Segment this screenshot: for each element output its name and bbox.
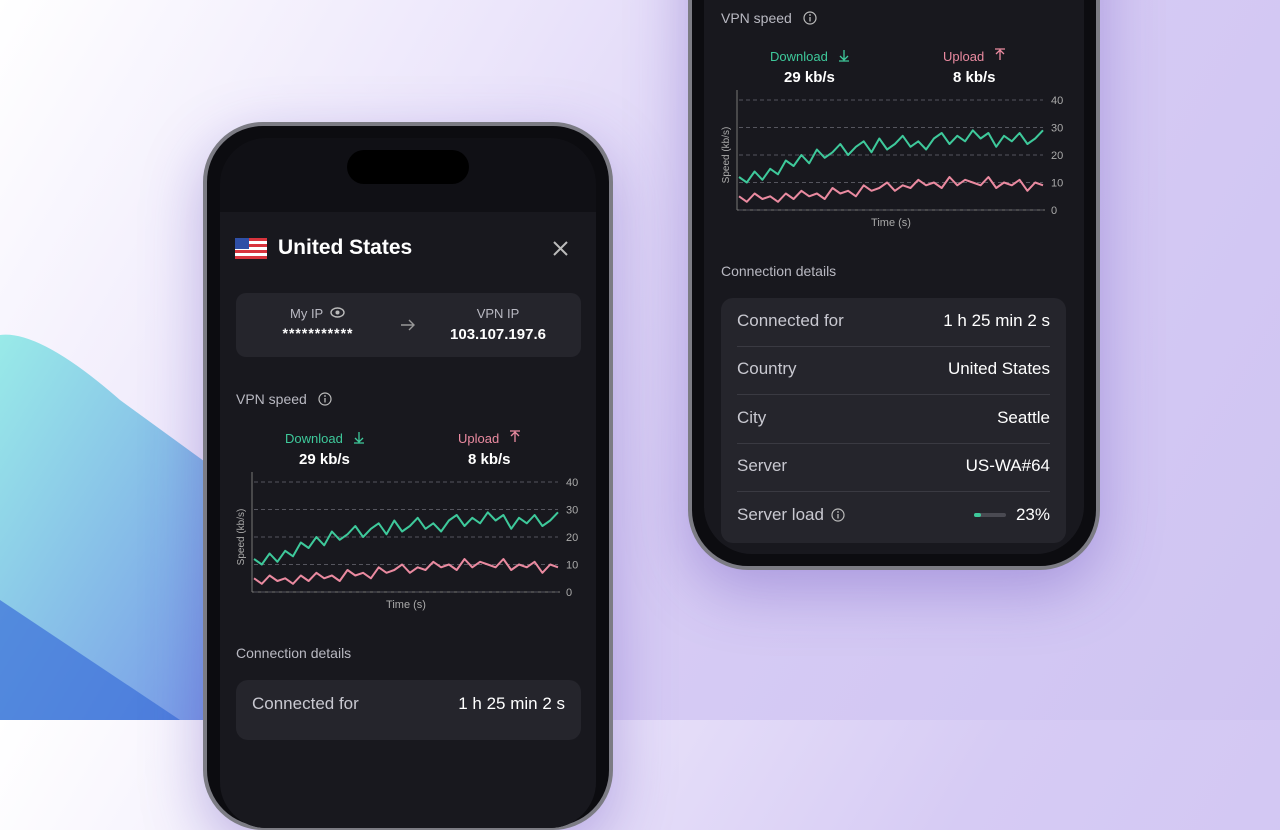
row-divider	[737, 491, 1050, 493]
arrow-icon	[401, 319, 415, 331]
row-value: 1 h 25 min 2 s	[943, 311, 1050, 330]
y-tick-label: 10	[1051, 178, 1063, 190]
connection-details-title: Connection details	[721, 263, 837, 279]
row-label: Connected for	[252, 694, 359, 713]
info-icon[interactable]	[803, 11, 817, 25]
close-button[interactable]	[553, 241, 568, 256]
row-label: Country	[737, 359, 797, 379]
y-tick-label: 20	[1051, 150, 1063, 162]
download-icon	[839, 50, 849, 62]
upload-icon	[995, 48, 1005, 60]
background-shapes	[0, 334, 230, 720]
my-ip-value: ***********	[282, 325, 354, 341]
upload-value: 8 kb/s	[953, 69, 996, 86]
connection-details-title: Connection details	[236, 645, 352, 661]
y-tick-label: 0	[566, 587, 572, 599]
upload-label: Upload	[943, 49, 985, 64]
y-tick-label: 40	[1051, 95, 1063, 107]
row-value: 1 h 25 min 2 s	[458, 694, 565, 713]
series-line	[253, 558, 559, 585]
country-title: United States	[278, 236, 413, 259]
x-axis-label: Time (s)	[386, 599, 426, 611]
download-label: Download	[770, 49, 828, 64]
row-divider	[737, 442, 1050, 444]
upload-icon	[510, 430, 520, 442]
info-icon[interactable]	[831, 507, 845, 522]
y-axis-label: Speed (kb/s)	[236, 509, 247, 566]
row-divider	[737, 394, 1050, 396]
flag-icon	[235, 238, 267, 259]
load-bar-track	[974, 512, 1006, 517]
download-value: 29 kb/s	[784, 69, 835, 86]
y-tick-label: 10	[566, 560, 578, 572]
row-label: Server load	[737, 504, 824, 524]
speed-chart: 0 10 20 30 40 Time (s) Speed (kb/s)	[236, 472, 578, 611]
x-axis-label: Time (s)	[871, 217, 911, 229]
row-label: Connected for	[737, 311, 844, 330]
dynamic-island	[347, 150, 469, 184]
load-bar	[974, 512, 982, 517]
upload-label: Upload	[458, 431, 500, 446]
series-line	[738, 129, 1044, 184]
y-tick-label: 0	[1051, 205, 1057, 217]
speed-chart: 0 10 20 30 40 Time (s) Speed (kb/s)	[721, 90, 1063, 229]
vpn-ip-label: VPN IP	[476, 306, 520, 321]
series-line	[253, 511, 559, 566]
row-label: City	[737, 407, 767, 427]
download-value: 29 kb/s	[299, 451, 350, 468]
upload-value: 8 kb/s	[468, 451, 511, 468]
series-line	[738, 176, 1044, 203]
row-value: United States	[947, 359, 1050, 379]
y-tick-label: 30	[1051, 123, 1063, 135]
vpn-speed-title: VPN speed	[236, 391, 307, 407]
row-divider	[737, 346, 1050, 347]
row-value: 23%	[1015, 504, 1050, 524]
eye-icon[interactable]	[330, 307, 345, 318]
y-tick-label: 20	[566, 532, 578, 544]
y-axis-label: Speed (kb/s)	[721, 127, 732, 184]
download-icon	[354, 432, 364, 444]
my-ip-label: My IP	[290, 306, 324, 321]
download-label: Download	[285, 431, 343, 446]
row-value: Seattle	[997, 407, 1050, 427]
y-tick-label: 40	[566, 477, 578, 489]
vpn-ip-value: 103.107.197.6	[450, 326, 546, 343]
info-icon[interactable]	[318, 392, 332, 406]
vpn-speed-title: VPN speed	[721, 10, 792, 26]
row-label: Server	[737, 456, 788, 476]
details-card: Connected for 1 h 25 min 2 s Country United…	[721, 298, 1066, 543]
y-tick-label: 30	[566, 505, 578, 517]
row-value: US-WA#64	[965, 456, 1050, 476]
